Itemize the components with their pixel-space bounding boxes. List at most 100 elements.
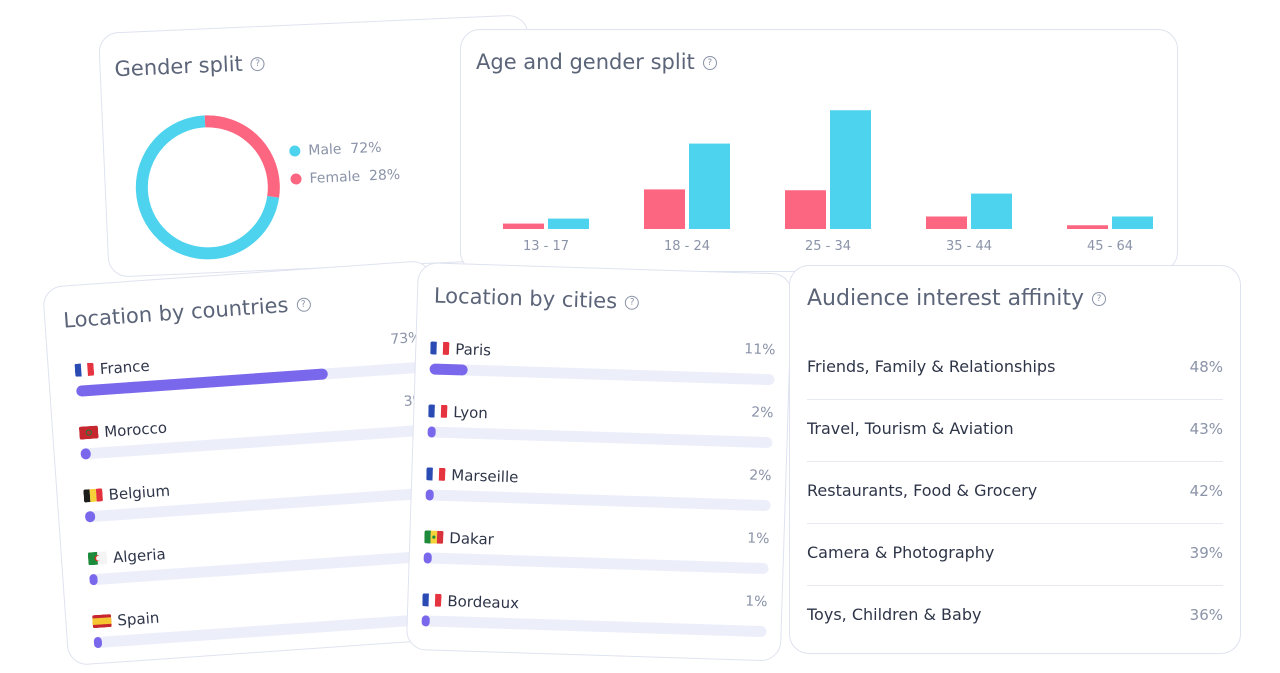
country-progress-fill (89, 573, 98, 586)
x-tick-label: 25 - 34 (805, 239, 851, 254)
interest-row: Friends, Family & Relationships 48% (807, 339, 1223, 400)
flag-dz-icon (87, 551, 108, 566)
bar-male-2 (830, 110, 871, 229)
country-row-label: Algeria (87, 545, 166, 568)
city-name: Lyon (453, 403, 489, 423)
gender-legend: Male 72% Female 28% (289, 139, 400, 188)
bar-male-0 (548, 218, 589, 229)
bar-male-3 (971, 193, 1012, 229)
city-progress-track (423, 552, 769, 575)
country-progress-fill (80, 447, 92, 460)
bar-female-0 (503, 223, 544, 229)
flag-sn-icon (424, 530, 444, 544)
age-gender-chart: 13 - 17 18 - 24 25 - 34 35 - 44 45 - 64 (503, 110, 1153, 254)
cities-card: Location by cities? Paris 11% Lyon 2% Marsei… (405, 262, 793, 662)
donut-slice-male (135, 115, 280, 260)
interest-name: Friends, Family & Relationships (807, 357, 1056, 376)
legend-female: Female 28% (290, 167, 400, 188)
city-row-label: Dakar (424, 528, 494, 549)
x-tick-label: 45 - 64 (1087, 239, 1133, 254)
interest-row: Travel, Tourism & Aviation 43% (807, 401, 1223, 462)
help-icon[interactable]: ? (702, 56, 717, 70)
bar-female-4 (1067, 225, 1108, 229)
city-row-label: Marseille (426, 465, 519, 486)
age-bars: 13 - 17 18 - 24 25 - 34 35 - 44 45 - 64 (503, 110, 1153, 254)
city-name: Bordeaux (447, 592, 520, 613)
country-row-label: Belgium (83, 482, 171, 506)
interest-row: Camera & Photography 39% (807, 525, 1223, 586)
city-progress-fill (427, 426, 436, 438)
country-name: Algeria (112, 545, 167, 567)
interest-percent: 43% (1189, 420, 1223, 438)
flag-fr-icon (428, 404, 448, 418)
flag-fr-icon (430, 341, 450, 356)
interest-percent: 42% (1189, 482, 1223, 500)
country-progress-fill (84, 510, 96, 523)
legend-dot-male (289, 145, 301, 157)
interest-card: Audience interest affinity? Friends, Fam… (789, 265, 1241, 654)
interest-title: Audience interest affinity? (807, 286, 1107, 311)
flag-fr-icon (422, 593, 442, 607)
country-name: Morocco (103, 418, 168, 441)
country-row-label: Spain (92, 609, 160, 632)
flag-fr-icon (74, 362, 95, 377)
donut-segments (135, 115, 280, 260)
countries-title: Location by countries? (63, 291, 312, 333)
legend-dot-female (290, 173, 302, 185)
help-icon[interactable]: ? (624, 295, 640, 310)
city-percent: 1% (745, 593, 768, 611)
city-progress-track (429, 363, 775, 386)
city-percent: 11% (744, 341, 776, 359)
city-progress-track (421, 615, 767, 638)
bar-female-3 (926, 216, 967, 229)
flag-es-icon (92, 613, 112, 629)
country-name: France (99, 356, 151, 379)
help-icon[interactable]: ? (1092, 292, 1107, 306)
help-icon[interactable]: ? (250, 56, 266, 72)
interest-percent: 36% (1189, 606, 1223, 624)
city-name: Paris (454, 340, 492, 360)
x-tick-label: 18 - 24 (664, 239, 710, 254)
city-row-label: Lyon (428, 402, 488, 422)
interest-row: Restaurants, Food & Grocery 42% (807, 463, 1223, 524)
flag-ma-icon (78, 425, 99, 440)
flag-fr-icon (426, 467, 446, 481)
x-tick-label: 13 - 17 (523, 239, 569, 254)
x-tick-label: 35 - 44 (946, 239, 992, 254)
bar-female-2 (785, 190, 826, 229)
help-icon[interactable]: ? (295, 297, 311, 313)
country-name: Belgium (108, 481, 171, 504)
bar-male-4 (1112, 216, 1153, 229)
gender-split-card: Gender split? Male 72% Female 28% (98, 14, 539, 278)
country-row-label: France (74, 357, 150, 380)
countries-card: Location by countries? France73%Morocco3… (42, 259, 458, 667)
country-row-label: Morocco (78, 418, 168, 443)
city-percent: 2% (750, 404, 774, 422)
country-progress-fill (93, 636, 103, 649)
interest-name: Restaurants, Food & Grocery (807, 481, 1038, 500)
city-progress-fill (425, 489, 434, 501)
interest-name: Travel, Tourism & Aviation (807, 419, 1014, 438)
cities-title: Location by cities? (434, 284, 640, 314)
city-name: Marseille (451, 466, 519, 487)
country-name: Spain (116, 608, 160, 630)
gender-donut (135, 115, 280, 260)
age-gender-title: Age and gender split? (476, 50, 717, 74)
city-list: Paris 11% Lyon 2% Marseille 2% Dakar 1% Bordeaux… (419, 263, 792, 638)
city-row-label: Bordeaux (422, 591, 519, 612)
flag-be-icon (83, 488, 104, 503)
city-percent: 2% (748, 467, 772, 485)
bar-male-1 (689, 143, 730, 229)
city-row-label: Paris (430, 339, 491, 359)
city-percent: 1% (747, 530, 770, 548)
age-gender-card: Age and gender split? 13 - 17 18 - 24 25 -… (460, 29, 1178, 272)
interest-name: Toys, Children & Baby (807, 605, 982, 624)
interest-row: Toys, Children & Baby 36% (807, 587, 1223, 647)
interest-name: Camera & Photography (807, 543, 995, 562)
city-progress-track (425, 489, 771, 512)
interest-percent: 39% (1189, 544, 1223, 562)
city-progress-fill (423, 552, 432, 564)
city-progress-fill (429, 363, 468, 376)
gender-split-title: Gender split? (114, 51, 266, 81)
